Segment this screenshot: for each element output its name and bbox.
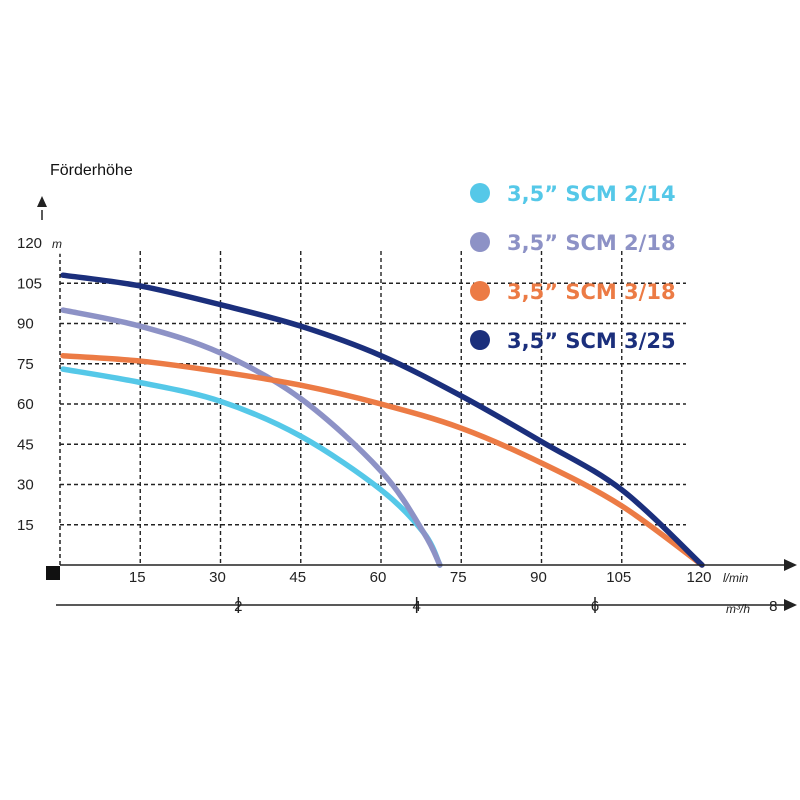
y-axis-label: Förderhöhe [50, 162, 133, 179]
y-tick-label: 105 [17, 275, 42, 292]
origin-square [46, 566, 60, 580]
legend-marker-1 [470, 183, 490, 203]
y-tick-label: 60 [17, 396, 34, 413]
legend-label-2: 3,5” SCM 2/18 [507, 231, 676, 255]
x2-tick-label: 2 [234, 598, 242, 615]
x2-tick-label: 8 [769, 598, 777, 615]
legend-label-1: 3,5” SCM 2/14 [507, 182, 676, 206]
x2-axis-arrow-head [784, 599, 797, 611]
y-axis-arrow-head [37, 196, 47, 207]
axes [37, 196, 797, 613]
x-unit-label: l/min [723, 571, 749, 585]
x-axis-arrow-head [784, 559, 797, 571]
y-tick-label: 90 [17, 316, 34, 333]
legend-marker-3 [470, 281, 490, 301]
x2-unit-label: m³/h [726, 602, 750, 616]
x-tick-label: 90 [530, 569, 547, 586]
grid [60, 251, 686, 565]
series-line-4 [60, 272, 705, 568]
x2-tick-label: 6 [591, 598, 599, 615]
y-tick-label: 120 [17, 235, 42, 252]
x-tick-label: 45 [289, 569, 306, 586]
legend-marker-4 [470, 330, 490, 350]
x-tick-label: 30 [209, 569, 226, 586]
y-unit-label: m [52, 237, 62, 251]
series-line-1 [60, 366, 443, 568]
y-tick-label: 45 [17, 436, 34, 453]
y-tick-label: 15 [17, 517, 34, 534]
y-tick-label: 75 [17, 356, 34, 373]
x-tick-label: 60 [370, 569, 387, 586]
legend: 3,5” SCM 2/14 3,5” SCM 2/18 3,5” SCM 3/18 3… [470, 182, 676, 353]
tick-labels: 2 4 6 8 m³/h 15 30 45 60 75 90 105 120 m 15 30 45 60 75 90 1… [17, 235, 778, 616]
x-tick-label: 105 [606, 569, 631, 586]
series-line-3 [60, 352, 705, 568]
legend-label-4: 3,5” SCM 3/25 [507, 329, 676, 353]
series-line-2 [60, 307, 443, 568]
legend-label-3: 3,5” SCM 3/18 [507, 280, 676, 304]
x-tick-label: 15 [129, 569, 146, 586]
y-tick-label: 30 [17, 477, 34, 494]
x2-tick-label: 4 [412, 598, 420, 615]
x-tick-label: 120 [686, 569, 711, 586]
x-tick-label: 75 [450, 569, 467, 586]
legend-marker-2 [470, 232, 490, 252]
curves [60, 272, 705, 568]
